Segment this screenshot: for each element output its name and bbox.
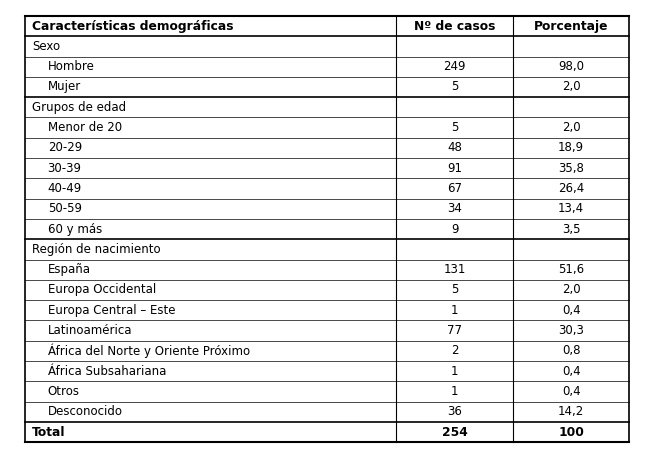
- Text: 1: 1: [451, 304, 458, 317]
- Text: Características demográficas: Características demográficas: [32, 20, 233, 33]
- Text: 13,4: 13,4: [558, 202, 584, 215]
- Text: Desconocido: Desconocido: [47, 405, 123, 418]
- Text: 1: 1: [451, 385, 458, 398]
- Text: 131: 131: [443, 263, 466, 276]
- Text: España: España: [47, 263, 90, 276]
- Text: 26,4: 26,4: [558, 182, 584, 195]
- Text: 18,9: 18,9: [558, 142, 584, 154]
- Text: 34: 34: [447, 202, 462, 215]
- Text: 98,0: 98,0: [558, 60, 584, 73]
- Text: Mujer: Mujer: [47, 81, 81, 93]
- Text: Porcentaje: Porcentaje: [534, 20, 608, 33]
- Text: 0,8: 0,8: [562, 344, 580, 357]
- Text: 2,0: 2,0: [562, 81, 580, 93]
- Text: 5: 5: [451, 283, 458, 297]
- Text: 0,4: 0,4: [562, 365, 580, 378]
- Text: Europa Occidental: Europa Occidental: [47, 283, 156, 297]
- Text: 36: 36: [447, 405, 462, 418]
- Text: 77: 77: [447, 324, 462, 337]
- Text: 3,5: 3,5: [562, 222, 580, 236]
- Text: África del Norte y Oriente Próximo: África del Norte y Oriente Próximo: [47, 344, 250, 358]
- Text: 40-49: 40-49: [47, 182, 82, 195]
- Text: 0,4: 0,4: [562, 385, 580, 398]
- Text: 5: 5: [451, 121, 458, 134]
- Text: 91: 91: [447, 162, 462, 175]
- Text: Menor de 20: Menor de 20: [47, 121, 122, 134]
- Text: 30,3: 30,3: [558, 324, 584, 337]
- Text: Región de nacimiento: Región de nacimiento: [32, 243, 161, 256]
- Text: Total: Total: [32, 425, 66, 439]
- Text: 48: 48: [447, 142, 462, 154]
- Text: Sexo: Sexo: [32, 40, 60, 53]
- Text: 67: 67: [447, 182, 462, 195]
- Text: 249: 249: [443, 60, 466, 73]
- Text: 2: 2: [451, 344, 458, 357]
- Text: 5: 5: [451, 81, 458, 93]
- Text: Hombre: Hombre: [47, 60, 94, 73]
- Text: 9: 9: [451, 222, 458, 236]
- Text: Otros: Otros: [47, 385, 80, 398]
- Text: 1: 1: [451, 365, 458, 378]
- Text: 30-39: 30-39: [47, 162, 82, 175]
- Text: 51,6: 51,6: [558, 263, 584, 276]
- Text: Nº de casos: Nº de casos: [414, 20, 495, 33]
- Text: 100: 100: [558, 425, 584, 439]
- Text: África Subsahariana: África Subsahariana: [47, 365, 166, 378]
- Text: Europa Central – Este: Europa Central – Este: [47, 304, 175, 317]
- Text: Grupos de edad: Grupos de edad: [32, 101, 126, 114]
- Text: 50-59: 50-59: [47, 202, 82, 215]
- Text: 20-29: 20-29: [47, 142, 82, 154]
- Text: 14,2: 14,2: [558, 405, 584, 418]
- Text: 2,0: 2,0: [562, 283, 580, 297]
- Text: 0,4: 0,4: [562, 304, 580, 317]
- Text: 254: 254: [442, 425, 468, 439]
- Text: 35,8: 35,8: [558, 162, 584, 175]
- Text: 60 y más: 60 y más: [47, 222, 102, 236]
- Text: 2,0: 2,0: [562, 121, 580, 134]
- Text: Latinoamérica: Latinoamérica: [47, 324, 132, 337]
